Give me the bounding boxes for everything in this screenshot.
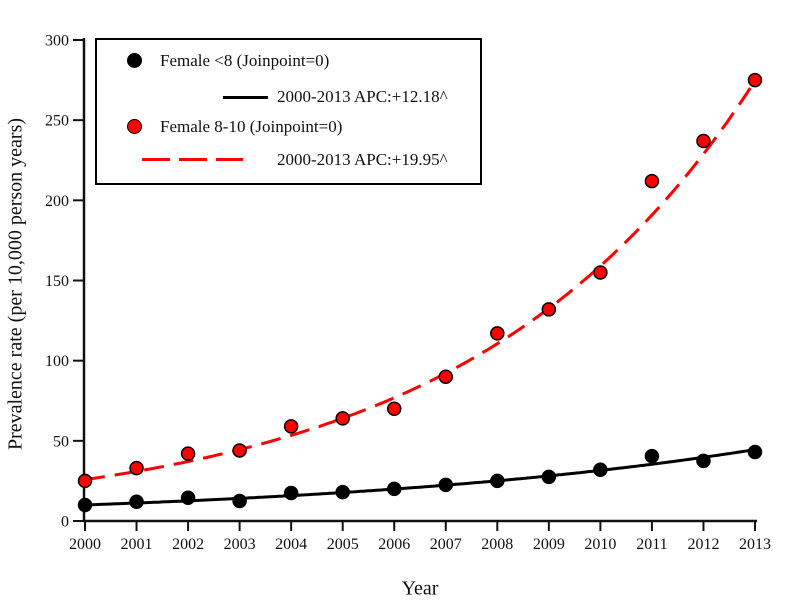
y-tick-label-250: 250 <box>45 113 69 130</box>
data-point-female-8-10-2002 <box>180 446 196 461</box>
y-tick-label-200: 200 <box>45 193 69 210</box>
data-point-female-lt8-2002 <box>180 490 196 506</box>
legend-dashed-line-icon <box>142 158 243 161</box>
legend-box: Female <8 (Joinpoint=0) 2000-2013 APC:+1… <box>95 38 482 185</box>
x-tick-label-2013: 2013 <box>739 536 771 553</box>
x-axis-title: Year <box>401 577 439 600</box>
data-point-female-lt8-2004 <box>283 485 299 501</box>
data-point-female-lt8-2000 <box>77 497 93 513</box>
data-point-female-lt8-2011 <box>644 448 660 464</box>
y-tick-label-50: 50 <box>53 433 69 450</box>
x-tick-label-2010: 2010 <box>584 536 616 553</box>
data-point-female-lt8-2008 <box>490 473 505 489</box>
x-tick-label-2006: 2006 <box>378 536 410 553</box>
x-tick-label-2009: 2009 <box>533 536 565 553</box>
data-point-female-8-10-2003 <box>232 443 247 458</box>
x-tick-label-2008: 2008 <box>481 536 513 553</box>
legend-label-female-lt8: Female <8 (Joinpoint=0) <box>160 51 330 70</box>
legend-marker-female-lt8-icon <box>127 53 142 68</box>
data-point-female-lt8-2012 <box>696 453 711 469</box>
y-tick-label-0: 0 <box>61 514 69 531</box>
data-point-female-8-10-2007 <box>438 369 454 384</box>
data-point-female-8-10-2006 <box>386 401 402 417</box>
trend-line-female-8-10 <box>84 79 757 482</box>
x-tick-label-2011: 2011 <box>636 536 667 553</box>
data-point-female-lt8-2013 <box>747 444 763 460</box>
x-tick-label-2002: 2002 <box>172 536 204 553</box>
data-point-female-lt8-2001 <box>129 494 144 510</box>
legend-label-apc-female-8-10: 2000-2013 APC:+19.95^ <box>277 150 448 169</box>
data-point-female-lt8-2003 <box>232 493 247 509</box>
x-tick-label-2007: 2007 <box>430 536 462 553</box>
data-point-female-8-10-2005 <box>335 411 350 426</box>
data-point-female-8-10-2011 <box>644 173 660 189</box>
x-tick-label-2001: 2001 <box>121 536 153 553</box>
x-tick-label-2003: 2003 <box>224 536 256 553</box>
y-tick-label-150: 150 <box>45 273 69 290</box>
y-tick-label-300: 300 <box>45 33 69 50</box>
x-tick-label-2012: 2012 <box>687 536 719 553</box>
data-point-female-lt8-2007 <box>438 477 454 493</box>
data-point-female-8-10-2000 <box>77 473 93 489</box>
data-point-female-8-10-2009 <box>541 302 557 317</box>
x-tick-label-2005: 2005 <box>327 536 359 553</box>
legend-solid-line-icon <box>223 96 268 99</box>
data-point-female-8-10-2012 <box>696 133 711 149</box>
data-point-female-8-10-2001 <box>129 460 144 476</box>
legend-label-apc-female-lt8: 2000-2013 APC:+12.18^ <box>277 87 448 106</box>
data-point-female-lt8-2009 <box>541 469 557 485</box>
x-tick-label-2004: 2004 <box>275 536 307 553</box>
y-tick-label-100: 100 <box>45 353 69 370</box>
data-point-female-8-10-2013 <box>747 72 763 88</box>
data-point-female-lt8-2006 <box>386 481 402 497</box>
data-point-female-8-10-2010 <box>593 265 608 280</box>
legend-marker-female-8-10-icon <box>127 119 142 134</box>
data-point-female-8-10-2008 <box>490 326 505 341</box>
data-point-female-lt8-2005 <box>335 484 350 500</box>
data-point-female-8-10-2004 <box>283 419 299 434</box>
y-axis-title: Prevalence rate (per 10,000 person years… <box>4 117 27 451</box>
x-tick-label-2000: 2000 <box>69 536 101 553</box>
data-point-female-lt8-2010 <box>593 462 608 477</box>
trend-line-female-lt8 <box>84 448 756 507</box>
legend-label-female-8-10: Female 8-10 (Joinpoint=0) <box>160 117 343 136</box>
